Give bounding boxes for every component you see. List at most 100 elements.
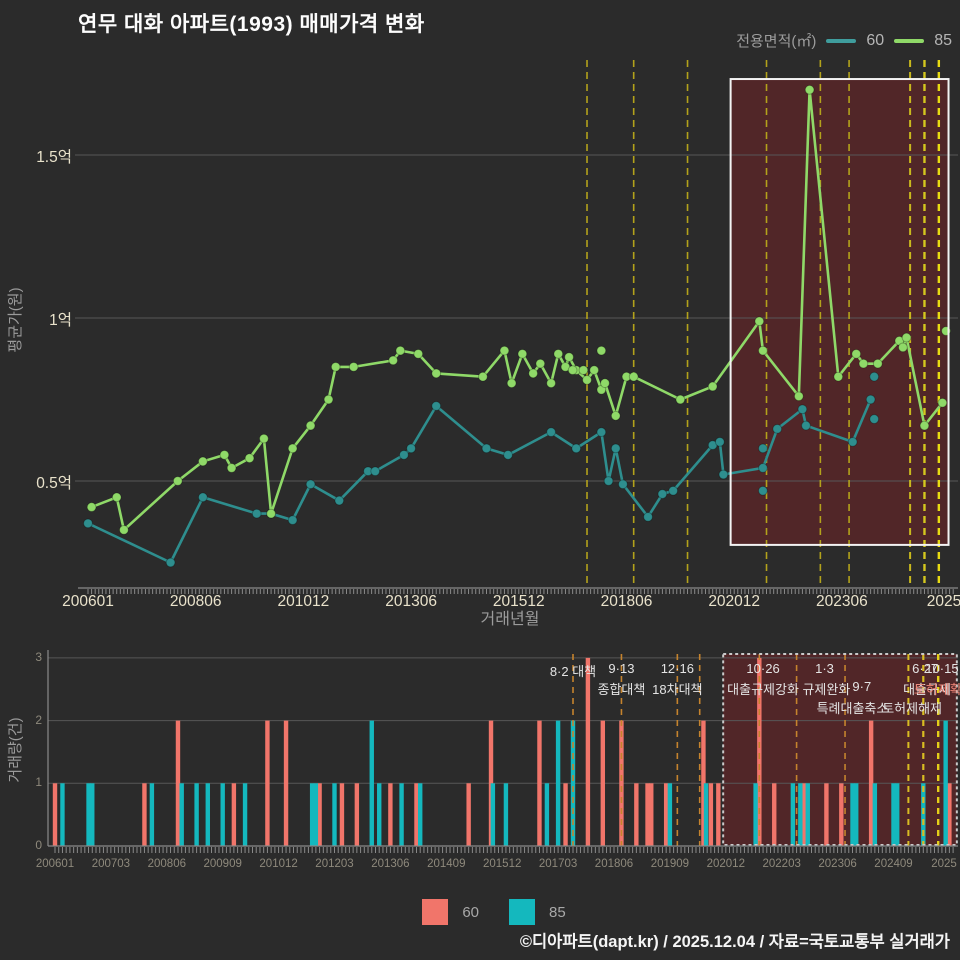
price-point-85 (413, 348, 424, 359)
price-point-60 (165, 557, 176, 568)
volume-bar-60 (466, 783, 471, 846)
price-point-85 (758, 345, 768, 356)
price-point-85 (287, 443, 298, 454)
price-point-85 (571, 365, 582, 376)
volume-bar-85 (205, 783, 210, 846)
price-point-60 (406, 443, 417, 454)
price-point-85 (86, 502, 97, 512)
price-point-60 (758, 463, 768, 473)
price-point-60 (334, 495, 345, 506)
volume-x-tick-label: 200909 (203, 858, 242, 870)
price-point-60 (718, 469, 729, 480)
price-legend: 전용면적(㎡) 60 85 (736, 30, 952, 51)
legend-bar-85-swatch (509, 899, 535, 925)
volume-bar-85 (369, 720, 374, 846)
price-point-85 (901, 332, 912, 343)
policy-annotation: 12·16 (660, 661, 694, 676)
policy-annotation: 규제완화 (802, 682, 851, 697)
volume-x-tick-label: 202203 (762, 858, 801, 870)
policy-annotation: 10·15 (925, 661, 959, 676)
price-y-tick-label: 1억 (49, 312, 72, 329)
price-point-85 (244, 453, 255, 464)
volume-bar-85 (194, 783, 199, 846)
volume-bar-85 (943, 720, 948, 846)
price-point-85 (197, 456, 208, 467)
price-point-85 (553, 348, 564, 359)
volume-x-tick-label: 2025 (931, 858, 957, 870)
volume-bar-60 (839, 783, 844, 846)
price-point-85 (707, 381, 718, 392)
volume-bar-85 (90, 783, 95, 846)
volume-x-tick-label: 201703 (538, 858, 578, 870)
price-lone-point-85 (567, 365, 578, 376)
price-point-85 (506, 378, 517, 389)
volume-bar-60 (488, 720, 494, 846)
price-y-tick-label: 1.5억 (36, 149, 72, 166)
volume-bar-85 (60, 783, 65, 846)
volume-bar-85 (854, 783, 859, 846)
price-x-axis-title: 거래년월 (480, 611, 540, 628)
volume-bar-85 (895, 783, 900, 846)
volume-bar-85 (790, 783, 796, 846)
volume-bar-85 (921, 783, 926, 846)
price-point-85 (305, 420, 316, 431)
price-x-tick-label: 202012 (708, 593, 761, 610)
price-highlight-border (729, 78, 950, 546)
policy-annotation: 특례대출축소 (816, 701, 889, 716)
price-x-tick-label: 2025 (926, 593, 960, 610)
price-point-85 (894, 335, 905, 346)
policy-annotation: 9·13 (608, 661, 635, 676)
price-point-85 (560, 362, 571, 372)
volume-x-tick-label: 202409 (874, 858, 913, 870)
legend-line-85-label: 85 (934, 31, 952, 49)
volume-bar-60 (772, 783, 777, 846)
volume-bar-60 (142, 783, 147, 846)
volume-bar-85 (544, 783, 550, 846)
volume-bar-85 (872, 783, 878, 846)
price-point-60 (714, 436, 725, 447)
volume-bar-60 (634, 783, 639, 846)
price-point-85 (872, 358, 883, 369)
price-point-60 (643, 511, 653, 522)
price-point-85 (564, 352, 574, 363)
volume-bar-60 (663, 783, 669, 846)
price-point-85 (675, 394, 686, 405)
price-point-85 (628, 371, 639, 382)
volume-legend: 60 85 (0, 899, 960, 925)
volume-bar-60 (563, 783, 568, 846)
volume-bar-85 (850, 783, 855, 846)
volume-y-tick-label: 2 (35, 712, 42, 727)
policy-annotation: 18차대책 (652, 682, 703, 697)
volume-bar-60 (801, 783, 807, 846)
price-point-60 (370, 466, 381, 477)
price-point-60 (431, 401, 442, 411)
price-y-tick-label: 0.5억 (36, 475, 72, 492)
volume-bar-85 (753, 783, 758, 846)
price-point-85 (535, 358, 546, 369)
volume-bar-85 (798, 783, 803, 846)
volume-bar-85 (891, 783, 896, 846)
volume-x-tick-label: 202306 (818, 858, 857, 870)
legend-line-60-label: 60 (866, 31, 885, 49)
legend-bar-85-label: 85 (549, 903, 566, 921)
price-x-tick-label: 201306 (385, 593, 437, 610)
volume-y-tick-label: 0 (35, 838, 42, 852)
volume-bar-85 (309, 783, 315, 846)
price-point-60 (571, 443, 582, 454)
volume-bar-85 (242, 783, 248, 846)
volume-bar-85 (703, 783, 709, 846)
page-title: 연무 대화 아파트(1993) 매매가격 변화 (78, 13, 425, 36)
price-x-tick-label: 201512 (492, 593, 545, 610)
volume-bar-60 (283, 720, 289, 846)
volume-x-tick-label: 201409 (427, 858, 466, 870)
price-point-85 (754, 316, 765, 327)
volume-x-tick-label: 201512 (483, 858, 522, 870)
price-point-85 (596, 384, 607, 395)
price-point-85 (858, 358, 869, 369)
volume-bar-85 (570, 720, 576, 846)
price-point-60 (610, 443, 621, 454)
price-point-85 (395, 345, 406, 356)
volume-bar-60 (265, 720, 270, 846)
price-point-85 (621, 371, 632, 382)
